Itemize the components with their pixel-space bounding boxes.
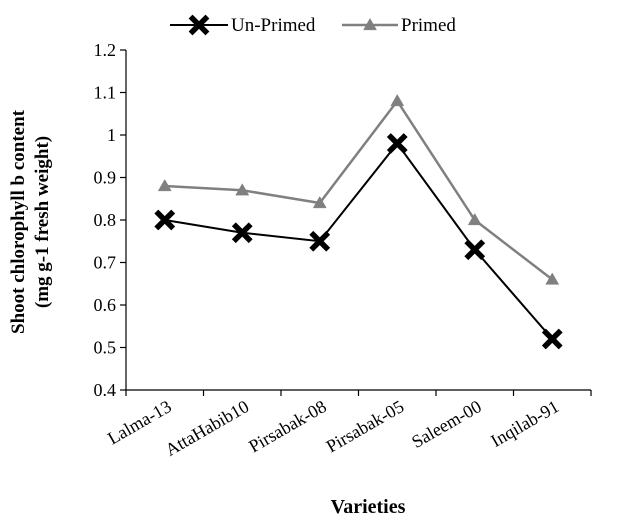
- y-axis-title-line2: (mg g-1 fresh weight): [32, 136, 53, 308]
- x-tick-label: Pirsabak-08: [245, 396, 329, 456]
- y-tick-label: 0.5: [94, 338, 117, 358]
- data-point: [541, 328, 563, 350]
- legend-item-un-primed: Un-Primed: [170, 14, 316, 36]
- data-point: [231, 222, 253, 244]
- series-line: [164, 98, 554, 281]
- legend-label: Un-Primed: [231, 15, 316, 36]
- series-un-primed: [154, 133, 563, 350]
- x-tick-label: Saleem-00: [408, 396, 485, 452]
- y-tick-label: 0.6: [94, 295, 117, 315]
- data-point: [464, 239, 486, 261]
- data-point: [545, 272, 560, 285]
- legend-item-primed: Primed: [342, 15, 456, 36]
- y-tick-label: 0.9: [94, 168, 117, 188]
- y-tick-label: 1.2: [94, 40, 117, 60]
- data-point: [312, 195, 327, 209]
- legend-marker: [363, 17, 377, 31]
- x-axis-title: Varieties: [331, 496, 406, 518]
- series-layer: [154, 93, 563, 350]
- data-point: [467, 212, 482, 226]
- x-tick-label: Pirsabak-05: [323, 396, 407, 456]
- legend-label: Primed: [401, 15, 456, 36]
- legend: Un-Primed Primed: [170, 14, 456, 36]
- y-tick-label: 0.4: [94, 380, 117, 400]
- y-tick-label: 0.8: [94, 210, 117, 230]
- x-tick-label: AttaHabib10: [162, 396, 253, 460]
- y-tick-label: 1.1: [94, 83, 117, 103]
- data-point: [309, 230, 331, 252]
- y-tick-label: 0.7: [94, 253, 117, 273]
- series-line: [164, 141, 554, 340]
- data-point: [390, 93, 405, 107]
- data-point: [386, 133, 408, 154]
- series-primed: [157, 93, 560, 285]
- data-point: [157, 178, 172, 192]
- y-tick-label: 1: [107, 125, 116, 145]
- data-point: [154, 209, 176, 231]
- x-tick-label: Inqilab-91: [487, 396, 562, 451]
- y-axis-title-line1: Shoot chlorophyll b content: [8, 109, 29, 334]
- data-point: [235, 183, 250, 196]
- legend-marker: [188, 14, 210, 36]
- axes: 0.40.50.60.70.80.911.11.2Lalma-13AttaHab…: [94, 40, 592, 460]
